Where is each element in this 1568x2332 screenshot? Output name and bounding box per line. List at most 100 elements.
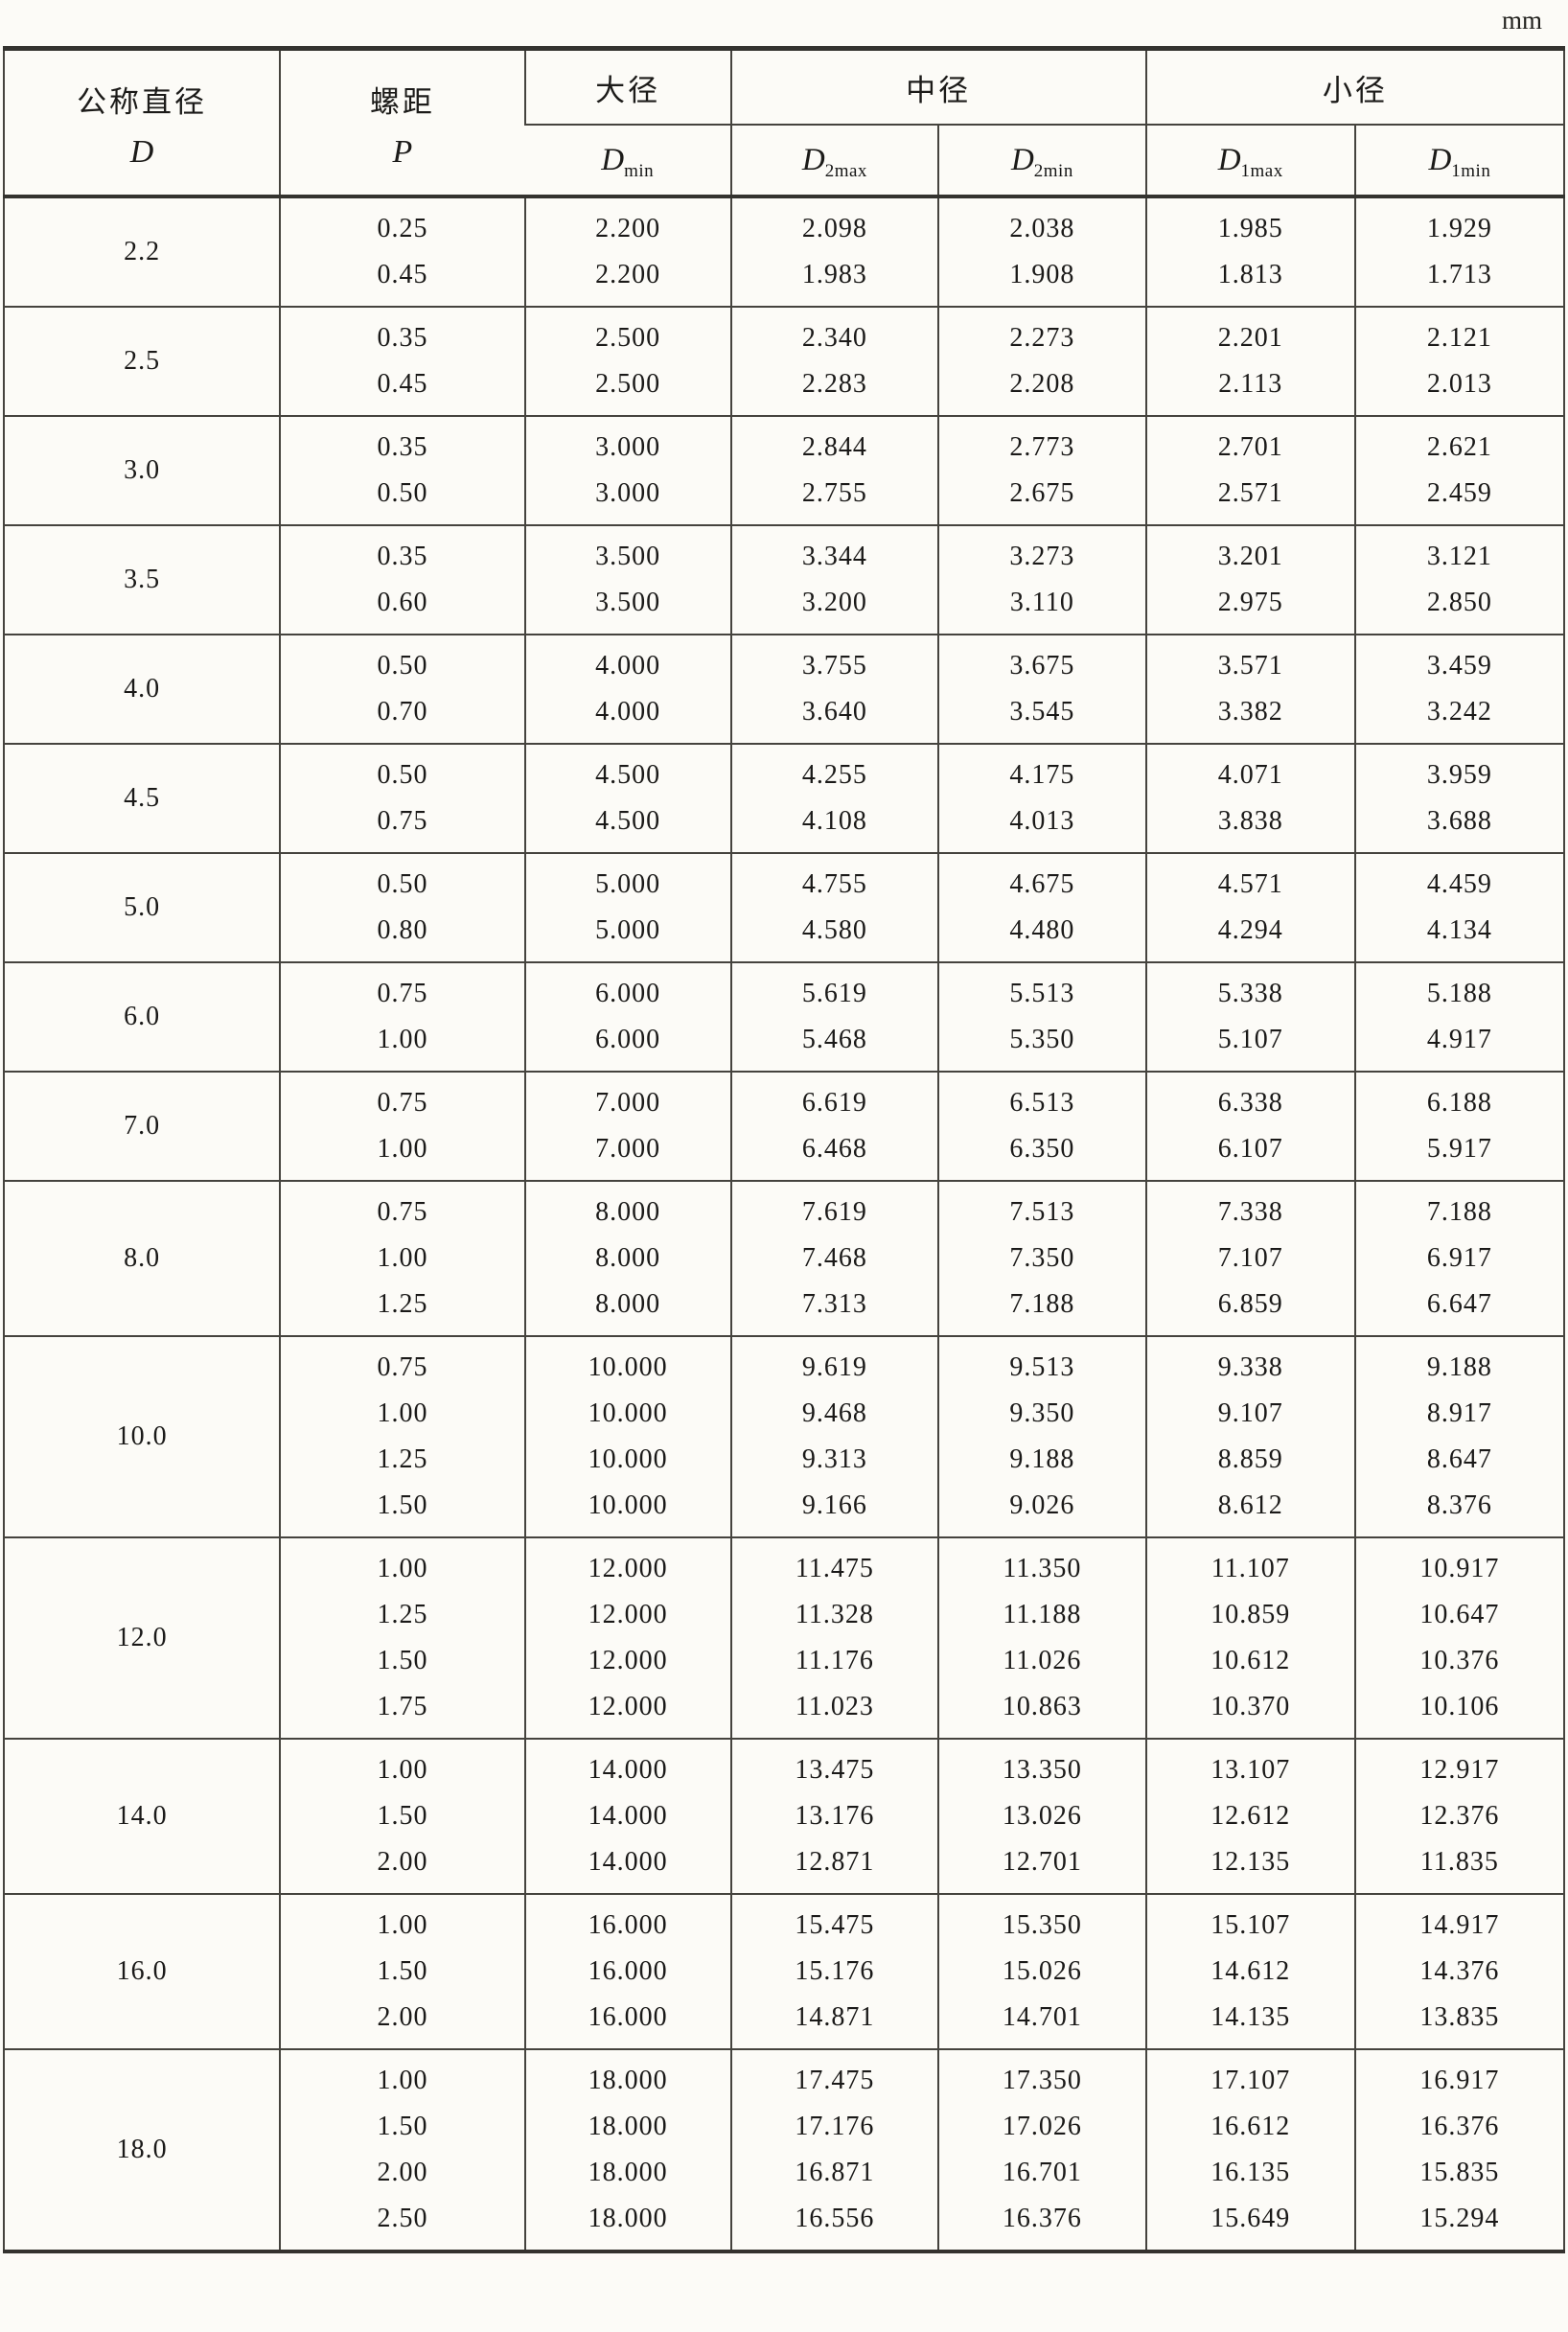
table-row: 3.5 0.35 3.500 3.344 3.273 3.201 3.121 — [4, 525, 1564, 594]
d1-min-symbol: D — [1428, 142, 1452, 177]
table-group: 2.5 0.35 2.500 2.340 2.273 2.201 2.121 0.45 2.50… — [4, 307, 1564, 416]
table-row: 1.00 8.000 7.468 7.350 7.107 6.917 — [4, 1235, 1564, 1281]
value-cell: 2.701 — [1144, 416, 1355, 471]
pitch-cell: 0.75 — [279, 798, 525, 853]
value-cell: 18.000 — [523, 2150, 731, 2196]
pitch-cell: 1.75 — [279, 1684, 525, 1739]
value-cell: 12.000 — [523, 1638, 731, 1684]
value-cell: 9.107 — [1144, 1391, 1355, 1437]
pitch-cell: 0.35 — [279, 307, 525, 361]
value-cell: 13.026 — [937, 1793, 1146, 1839]
value-cell: 16.000 — [523, 1949, 731, 1995]
value-cell: 16.612 — [1144, 2104, 1355, 2150]
value-cell: 3.000 — [523, 471, 731, 525]
value-cell: 4.294 — [1144, 908, 1355, 962]
pitch-cell: 0.50 — [279, 853, 525, 908]
table-row: 0.60 3.500 3.200 3.110 2.975 2.850 — [4, 580, 1564, 635]
value-cell: 2.571 — [1144, 471, 1355, 525]
value-cell: 3.571 — [1144, 635, 1355, 689]
nominal-diameter-cell: 3.5 — [124, 565, 161, 594]
value-cell: 1.985 — [1144, 196, 1355, 252]
table-row: 1.25 8.000 7.313 7.188 6.859 6.647 — [4, 1281, 1564, 1336]
value-cell: 6.619 — [729, 1072, 939, 1126]
value-cell: 7.338 — [1144, 1181, 1355, 1235]
pitch-cell: 0.50 — [279, 471, 525, 525]
table-row: 12.0 1.00 12.000 11.475 11.350 11.107 10.917 — [4, 1537, 1564, 1652]
value-cell: 14.000 — [523, 1739, 731, 1793]
value-cell: 3.959 — [1353, 744, 1564, 798]
value-cell: 6.513 — [937, 1072, 1146, 1126]
pitch-cell: 0.50 — [279, 744, 525, 798]
value-cell: 4.071 — [1144, 744, 1355, 798]
value-cell: 7.313 — [729, 1281, 939, 1336]
pitch-cell: 1.25 — [279, 1592, 525, 1638]
value-cell: 12.871 — [729, 1839, 939, 1894]
value-cell: 2.621 — [1353, 416, 1564, 471]
value-cell: 3.344 — [729, 525, 939, 580]
value-cell: 5.000 — [523, 853, 731, 908]
header-nominal-diameter: 公称直径 D — [4, 49, 280, 197]
pitch-cell: 2.00 — [279, 1839, 525, 1894]
table-row: 3.0 0.35 3.000 2.844 2.773 2.701 2.621 — [4, 416, 1564, 485]
value-cell: 9.338 — [1144, 1336, 1355, 1391]
table-row: 1.50 12.000 11.176 11.026 10.612 10.376 — [4, 1638, 1564, 1684]
pitch-cell: 1.50 — [279, 1638, 525, 1684]
value-cell: 12.135 — [1144, 1839, 1355, 1894]
value-cell: 3.755 — [729, 635, 939, 689]
pitch-cell: 2.00 — [279, 1995, 525, 2049]
value-cell: 9.513 — [937, 1336, 1146, 1391]
pitch-cell: 1.25 — [279, 1281, 525, 1336]
value-cell: 4.013 — [937, 798, 1146, 853]
subheader-d2-min: D2min — [937, 125, 1146, 196]
value-cell: 2.675 — [937, 471, 1146, 525]
pitch-cell: 0.45 — [279, 361, 525, 416]
value-cell: 5.619 — [729, 962, 939, 1017]
value-cell: 15.294 — [1353, 2196, 1564, 2251]
value-cell: 15.107 — [1144, 1894, 1355, 1949]
value-cell: 8.612 — [1144, 1483, 1355, 1537]
value-cell: 12.917 — [1353, 1739, 1564, 1793]
value-cell: 2.200 — [523, 252, 731, 307]
table-row: 4.0 0.50 4.000 3.755 3.675 3.571 3.459 — [4, 635, 1564, 704]
nominal-diameter-cell: 2.5 — [124, 346, 161, 376]
value-cell: 1.929 — [1353, 196, 1564, 252]
pitch-cell: 2.00 — [279, 2150, 525, 2196]
value-cell: 3.242 — [1353, 689, 1564, 744]
d2-max-subscript: 2max — [824, 160, 867, 181]
table-row: 14.0 1.00 14.000 13.475 13.350 13.107 12.917 — [4, 1739, 1564, 1831]
value-cell: 9.350 — [937, 1391, 1146, 1437]
value-cell: 11.023 — [729, 1684, 939, 1739]
value-cell: 3.500 — [523, 525, 731, 580]
table-row: 0.70 4.000 3.640 3.545 3.382 3.242 — [4, 689, 1564, 744]
value-cell: 17.475 — [729, 2049, 939, 2104]
table-row: 1.75 12.000 11.023 10.863 10.370 10.106 — [4, 1684, 1564, 1739]
value-cell: 3.640 — [729, 689, 939, 744]
value-cell: 11.176 — [729, 1638, 939, 1684]
value-cell: 7.350 — [937, 1235, 1146, 1281]
table-row: 2.50 18.000 16.556 16.376 15.649 15.294 — [4, 2196, 1564, 2251]
value-cell: 2.500 — [523, 361, 731, 416]
value-cell: 11.475 — [729, 1537, 939, 1592]
subheader-d1-max: D1max — [1144, 125, 1355, 196]
value-cell: 2.201 — [1144, 307, 1355, 361]
table-row: 16.0 1.00 16.000 15.475 15.350 15.107 14.917 — [4, 1894, 1564, 1986]
value-cell: 7.107 — [1144, 1235, 1355, 1281]
table-row: 1.00 7.000 6.468 6.350 6.107 5.917 — [4, 1126, 1564, 1181]
value-cell: 8.000 — [523, 1281, 731, 1336]
value-cell: 2.273 — [937, 307, 1146, 361]
pitch-cell: 0.35 — [279, 525, 525, 580]
value-cell: 10.859 — [1144, 1592, 1355, 1638]
table-row: 1.50 10.000 9.166 9.026 8.612 8.376 — [4, 1483, 1564, 1537]
value-cell: 14.135 — [1144, 1995, 1355, 2049]
table-row: 1.25 10.000 9.313 9.188 8.859 8.647 — [4, 1437, 1564, 1483]
value-cell: 7.188 — [1353, 1181, 1564, 1235]
value-cell: 14.917 — [1353, 1894, 1564, 1949]
value-cell: 2.098 — [729, 196, 939, 252]
value-cell: 6.000 — [523, 1017, 731, 1072]
value-cell: 16.701 — [937, 2150, 1146, 2196]
value-cell: 6.000 — [523, 962, 731, 1017]
value-cell: 8.000 — [523, 1235, 731, 1281]
nominal-diameter-label: 公称直径 — [77, 84, 208, 119]
pitch-cell: 0.70 — [279, 689, 525, 744]
value-cell: 2.844 — [729, 416, 939, 471]
